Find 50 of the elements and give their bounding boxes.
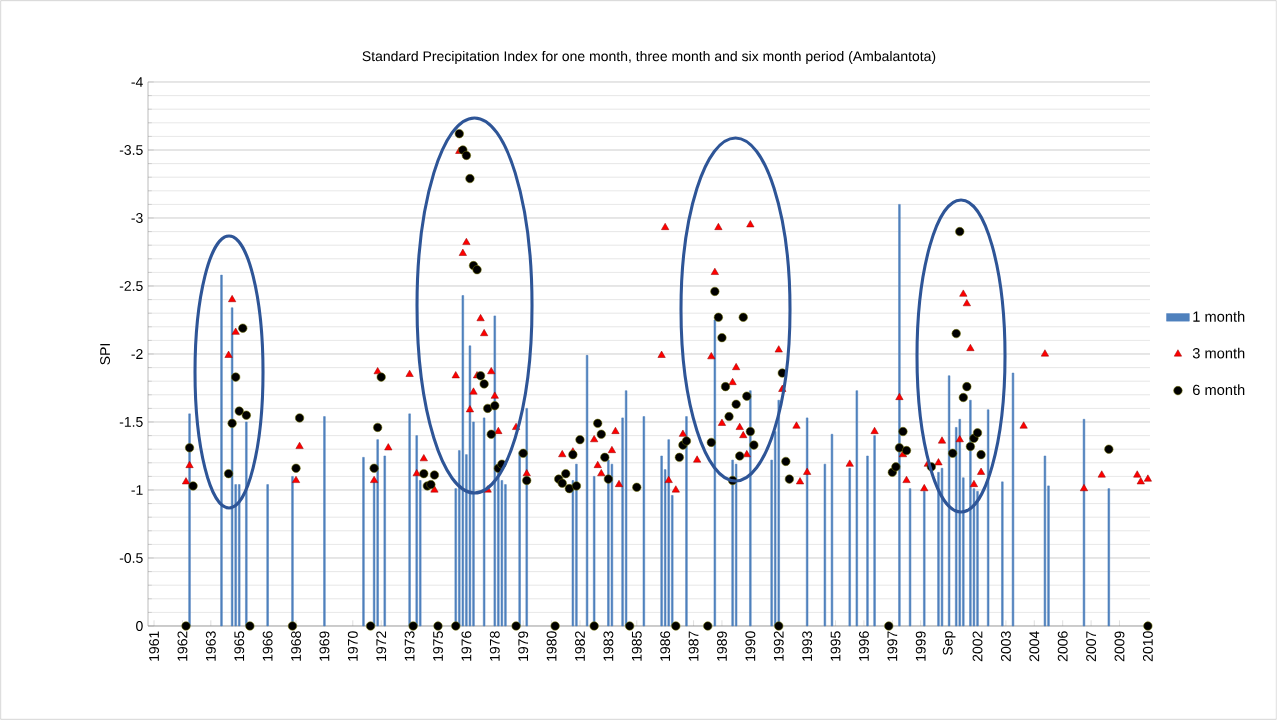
x-tick-label: 1978	[489, 631, 500, 661]
x-tick-label: 1963	[205, 631, 216, 661]
x-tick-label: 1983	[603, 631, 614, 661]
x-tick-label: 1985	[631, 631, 642, 661]
x-tick-label: 2002	[972, 631, 983, 662]
x-tick-label: 1961	[149, 631, 160, 661]
x-tick-label: Sep	[942, 631, 956, 655]
x-tick-label: 1995	[830, 631, 841, 661]
x-tick-label: 1966	[262, 631, 273, 661]
legend-label: 1 month	[1193, 311, 1245, 322]
x-tick-label: 1976	[461, 631, 472, 661]
x-tick-label: 1973	[404, 631, 415, 661]
x-tick-label: 1989	[717, 631, 727, 661]
x-tick-label: 1987	[688, 631, 699, 661]
x-tick-label: 1997	[887, 631, 898, 661]
legend-label: 3 month	[1192, 347, 1245, 359]
x-tick-label: 1980	[546, 631, 557, 661]
x-tick-label: 1999	[915, 631, 926, 661]
x-tick-label: 1968	[291, 631, 301, 661]
x-tick-label: 1996	[858, 631, 869, 661]
x-tick-label: 1986	[660, 631, 671, 661]
y-tick-label: 0	[136, 621, 143, 631]
x-tick-label: 2006	[1057, 631, 1068, 662]
x-tick-label: 1975	[433, 631, 443, 661]
x-tick-label: 1969	[319, 631, 330, 661]
y-axis-title: SPI	[100, 344, 111, 365]
x-tick-label: 1992	[773, 631, 784, 661]
y-tick-label: -2	[131, 349, 143, 359]
x-tick-label: 1993	[802, 631, 813, 661]
x-tick-label: 2003	[1000, 631, 1011, 662]
y-tick-label: -2.5	[119, 281, 143, 291]
x-tick-label: 1990	[745, 631, 756, 661]
x-tick-label: 1972	[376, 631, 387, 661]
x-tick-label: 2007	[1086, 631, 1097, 662]
y-tick-label: -1.5	[119, 417, 143, 427]
y-tick-label: -1	[131, 485, 143, 495]
x-tick-label: 1979	[518, 631, 529, 661]
x-tick-label: 1965	[234, 631, 245, 661]
y-tick-label: -3	[131, 213, 143, 223]
x-tick-label: 1970	[347, 631, 358, 661]
x-tick-label: 2009	[1114, 631, 1125, 662]
y-tick-label: -0.5	[119, 553, 143, 563]
x-tick-label: 2010	[1142, 631, 1153, 662]
y-tick-label: -4	[131, 77, 143, 87]
x-tick-label: 2004	[1029, 631, 1040, 662]
x-tick-label: 1982	[575, 631, 585, 661]
y-tick-label: -3.5	[119, 145, 143, 155]
chart-title: Standard Precipitation Index for one month, three month and six month period (Ambalantota)	[362, 50, 936, 64]
x-tick-label: 1962	[177, 631, 188, 661]
legend-label: 6 month	[1193, 384, 1245, 396]
